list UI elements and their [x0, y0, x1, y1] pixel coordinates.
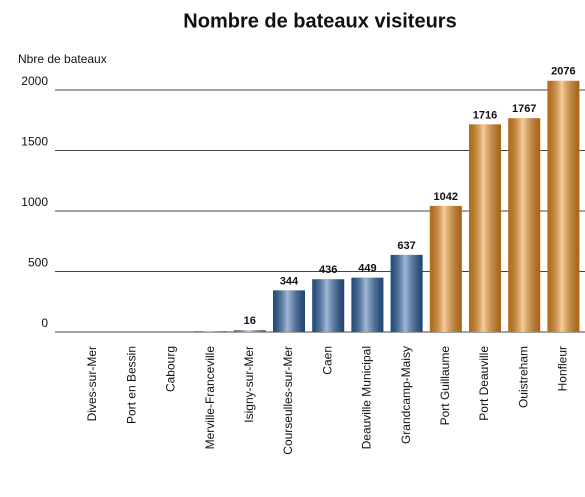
bar-shine: [508, 118, 541, 333]
y-tick-label: 500: [28, 256, 48, 270]
x-tick-label: Port en Bessin: [124, 346, 138, 424]
bar-shine: [351, 277, 384, 332]
x-tick-label: Honfleur: [556, 346, 570, 391]
value-label: 344: [280, 275, 299, 287]
bar-shine: [547, 80, 580, 332]
x-tick-label: Dives-sur-Mer: [85, 346, 99, 421]
y-tick-label: 2000: [21, 74, 48, 88]
y-axis-label: Nbre de bateaux: [18, 52, 107, 66]
value-label: 1767: [512, 103, 536, 115]
value-label: 436: [319, 264, 337, 276]
x-tick-label: Ouistreham: [516, 346, 530, 408]
bar-shine: [312, 279, 345, 332]
x-tick-label: Port Deauville: [477, 346, 491, 421]
value-label: 637: [397, 240, 415, 252]
value-label: 449: [358, 263, 376, 275]
value-label: 1716: [473, 109, 497, 121]
x-tick-label: Caen: [320, 346, 334, 375]
bar-shine: [390, 254, 423, 332]
value-label: 1042: [434, 191, 458, 203]
y-tick-label: 1000: [21, 195, 48, 209]
bar-shine: [429, 205, 462, 332]
x-tick-label: Merville-Franceville: [203, 346, 217, 450]
y-tick-label: 0: [41, 316, 48, 330]
x-tick-label: Grandcamp-Maisy: [399, 346, 413, 444]
bar-shine: [273, 290, 305, 332]
y-tick-label: 1500: [21, 135, 48, 149]
x-tick-label: Port Guillaume: [438, 346, 452, 426]
value-label: 16: [244, 315, 256, 327]
bar-shine: [469, 124, 501, 332]
bar-shine: [233, 330, 266, 332]
bar-shine: [194, 331, 227, 332]
value-label: 2076: [551, 66, 575, 78]
chart-title: Nombre de bateaux visiteurs: [183, 10, 456, 32]
x-tick-label: Deauville Municipal: [360, 346, 374, 449]
x-tick-label: Courseulles-sur-Mer: [281, 346, 295, 455]
x-tick-label: Isigny-sur-Mer: [242, 346, 256, 423]
x-tick-label: Cabourg: [164, 346, 178, 392]
